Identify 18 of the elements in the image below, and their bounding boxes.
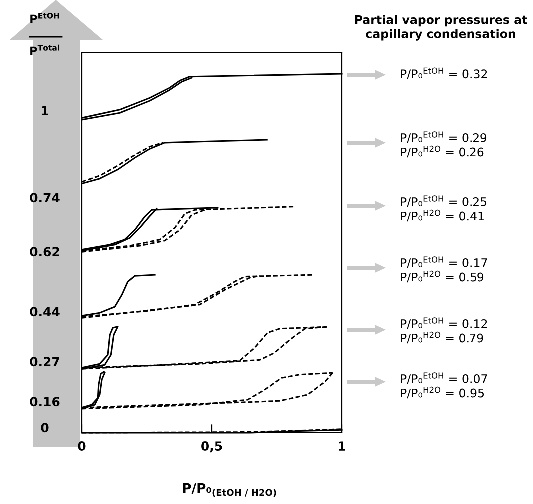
text: 0.27 (30, 357, 60, 367)
text: 0.44 (30, 307, 60, 317)
x-tick-label: 1 (339, 442, 346, 451)
text: 0.62 (30, 247, 60, 257)
text: P/P₀$^{EtOH}$ = 0.17 P/P₀$^{H2O}$ = 0.59 (401, 256, 488, 283)
text: 1 (42, 106, 48, 116)
text: 0.16 (30, 397, 60, 407)
text: Partial vapor pressures at capillary condensation (355, 15, 528, 41)
x-tick-label: 0 (78, 442, 86, 452)
text: 0 (41, 423, 49, 433)
x-tick-label: 0,5 (202, 442, 222, 453)
text: P/P₀$^{EtOH}$ = 0.29 P/P₀$^{H2O}$ = 0.26 (401, 132, 487, 158)
text: P/P₀$^{EtOH}$ = 0.07 P/P₀$^{H2O}$ = 0.95 (401, 372, 488, 399)
text: P/P₀$^{EtOH}$ = 0.12 P/P₀$^{H2O}$ = 0.79 (401, 318, 488, 344)
text: 0.74 (30, 193, 60, 203)
text: P$^{EtOH}$ P$^{Total}$ (30, 12, 60, 56)
text: P/P₀$^{EtOH}$ = 0.25 P/P₀$^{H2O}$ = 0.41 (401, 196, 487, 222)
text: P/P₀$^{EtOH}$ = 0.32 (401, 68, 488, 80)
